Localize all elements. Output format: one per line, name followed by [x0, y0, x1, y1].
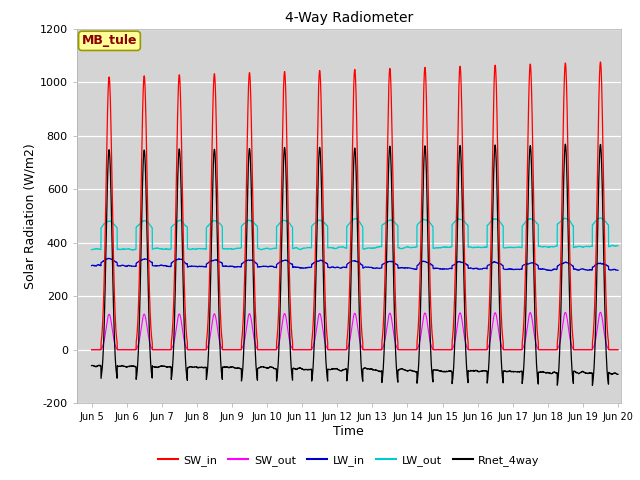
SW_out [182, 344, 190, 350]
SW_in [614, 347, 622, 353]
SW_in [335, 347, 342, 353]
SW_in [444, 347, 451, 353]
SW_out [444, 347, 451, 353]
Legend: SW_in, SW_out, LW_in, LW_out, Rnet_4way: SW_in, SW_out, LW_in, LW_out, Rnet_4way [154, 451, 544, 471]
LW_out [597, 215, 605, 221]
LW_out [335, 244, 343, 250]
LW_in [444, 266, 451, 272]
X-axis label: Time: Time [333, 425, 364, 438]
SW_in [88, 347, 95, 353]
Rnet_4way [472, 368, 480, 373]
Y-axis label: Solar Radiation (W/m2): Solar Radiation (W/m2) [24, 143, 37, 289]
Rnet_4way [614, 372, 621, 377]
LW_out [502, 245, 510, 251]
Rnet_4way [444, 369, 451, 374]
LW_in [335, 265, 343, 271]
LW_out [182, 223, 190, 229]
Title: 4-Way Radiometer: 4-Way Radiometer [285, 11, 413, 25]
SW_out [335, 347, 342, 353]
SW_out [472, 347, 480, 353]
LW_in [473, 265, 481, 271]
SW_in [502, 347, 510, 353]
LW_in [182, 261, 190, 267]
LW_out [614, 243, 621, 249]
Rnet_4way [561, 141, 569, 147]
SW_in [596, 59, 604, 65]
Rnet_4way [589, 383, 596, 388]
LW_in [614, 267, 622, 273]
SW_out [502, 347, 510, 353]
Line: Rnet_4way: Rnet_4way [92, 144, 618, 385]
SW_out [614, 347, 622, 353]
Rnet_4way [614, 372, 622, 377]
Line: LW_out: LW_out [92, 218, 618, 250]
SW_in [472, 347, 480, 353]
LW_out [614, 243, 622, 249]
Rnet_4way [182, 367, 190, 373]
SW_in [614, 347, 621, 353]
LW_out [129, 247, 136, 253]
Line: LW_in: LW_in [92, 258, 618, 271]
LW_out [473, 245, 481, 251]
LW_out [88, 247, 95, 252]
LW_in [104, 255, 112, 261]
LW_in [88, 263, 95, 269]
SW_out [596, 310, 604, 315]
LW_in [502, 267, 510, 273]
SW_out [88, 347, 95, 353]
Rnet_4way [335, 367, 342, 373]
LW_in [614, 267, 621, 273]
Rnet_4way [88, 363, 95, 369]
LW_out [444, 244, 451, 250]
SW_out [614, 347, 621, 353]
Text: MB_tule: MB_tule [82, 35, 137, 48]
SW_in [182, 327, 190, 333]
Rnet_4way [502, 369, 510, 374]
Line: SW_in: SW_in [92, 62, 618, 350]
Line: SW_out: SW_out [92, 312, 618, 350]
LW_in [547, 268, 555, 274]
